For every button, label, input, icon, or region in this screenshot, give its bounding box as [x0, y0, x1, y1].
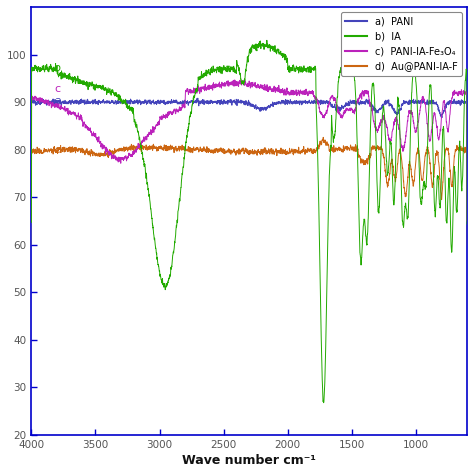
Text: b: b	[55, 63, 62, 73]
Text: a: a	[55, 96, 61, 107]
Legend: a)  PANI, b)  IA, c)  PANI-IA-Fe₃O₄, d)  Au@PANI-IA-F: a) PANI, b) IA, c) PANI-IA-Fe₃O₄, d) Au@…	[340, 12, 462, 76]
X-axis label: Wave number cm⁻¹: Wave number cm⁻¹	[182, 454, 316, 467]
Text: c: c	[55, 83, 61, 93]
Text: d: d	[55, 146, 62, 155]
